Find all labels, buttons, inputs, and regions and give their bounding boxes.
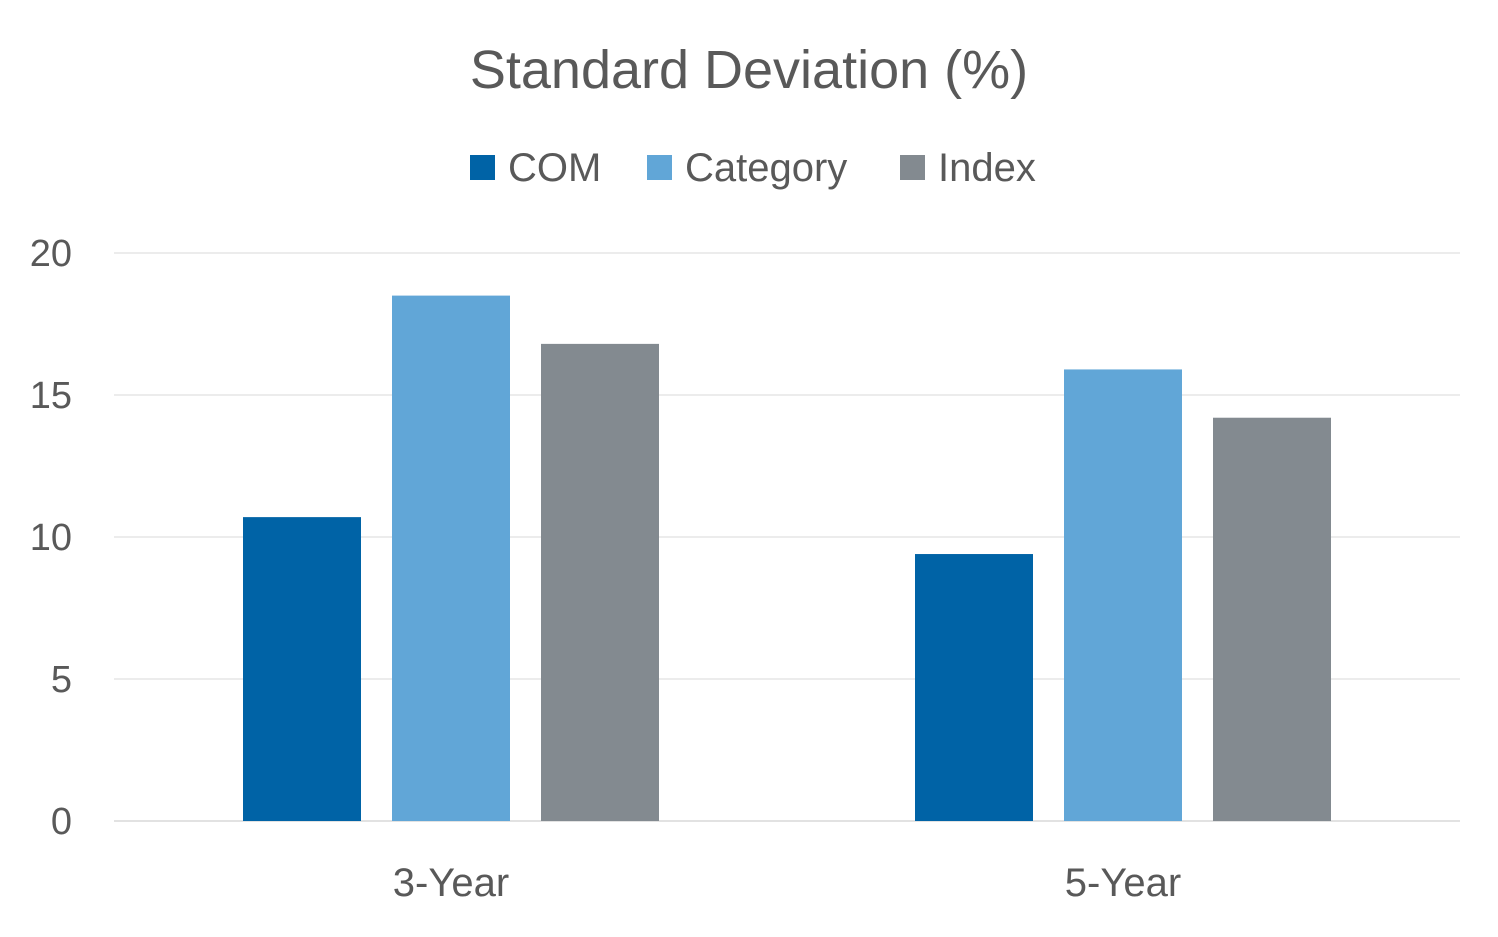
y-tick-label: 5 bbox=[51, 659, 72, 701]
bar-com-3-year bbox=[243, 517, 361, 821]
legend-swatch-com bbox=[470, 155, 495, 180]
legend-swatch-category bbox=[647, 155, 672, 180]
legend-label-index: Index bbox=[938, 146, 1036, 190]
y-axis: 0 5 10 15 20 bbox=[30, 233, 72, 843]
y-tick-label: 15 bbox=[30, 375, 72, 417]
legend: COM Category Index bbox=[470, 146, 1036, 190]
bar-index-5-year bbox=[1213, 417, 1331, 821]
x-axis: 3-Year 5-Year bbox=[393, 861, 1181, 905]
y-tick-label: 0 bbox=[51, 801, 72, 843]
legend-label-com: COM bbox=[508, 146, 601, 190]
bar-com-5-year bbox=[915, 554, 1033, 821]
x-tick-label: 5-Year bbox=[1065, 861, 1181, 905]
legend-label-category: Category bbox=[685, 146, 847, 190]
bar-category-5-year bbox=[1064, 369, 1182, 821]
legend-swatch-index bbox=[900, 155, 925, 180]
chart-title: Standard Deviation (%) bbox=[470, 40, 1028, 100]
bar-category-3-year bbox=[392, 295, 510, 822]
x-tick-label: 3-Year bbox=[393, 861, 509, 905]
y-tick-label: 20 bbox=[30, 233, 72, 275]
bars bbox=[243, 295, 1331, 822]
y-tick-label: 10 bbox=[30, 517, 72, 559]
bar-index-3-year bbox=[541, 343, 659, 821]
